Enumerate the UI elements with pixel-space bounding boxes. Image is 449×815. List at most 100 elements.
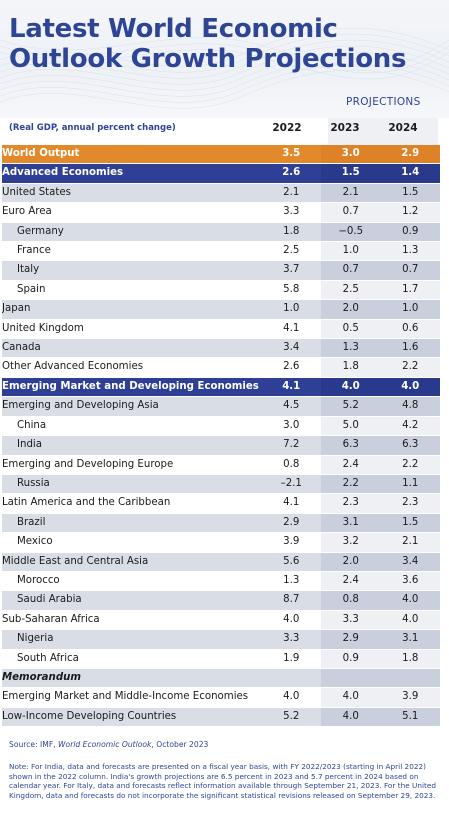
value-2022: 2.5 bbox=[261, 241, 321, 262]
row-name: Italy bbox=[2, 260, 262, 281]
value-2022: 5.2 bbox=[261, 707, 321, 728]
value-2022: 3.7 bbox=[261, 260, 321, 281]
value-2022: 3.0 bbox=[261, 416, 321, 437]
value-2024: 1.3 bbox=[380, 241, 440, 262]
row-name: France bbox=[2, 241, 262, 262]
value-2024: 4.0 bbox=[380, 590, 440, 611]
value-2024: 4.2 bbox=[380, 416, 440, 437]
value-2022: 1.9 bbox=[261, 649, 321, 669]
wave-pattern bbox=[0, 27, 449, 109]
row-name: Germany bbox=[2, 222, 262, 243]
value-2024: 6.3 bbox=[380, 435, 440, 456]
value-2023: 0.8 bbox=[321, 590, 381, 611]
value-2024 bbox=[380, 668, 440, 689]
value-2024: 1.7 bbox=[380, 280, 440, 301]
value-2022 bbox=[261, 668, 321, 689]
projections-header-bg bbox=[328, 118, 438, 146]
value-2022: 3.9 bbox=[261, 532, 321, 553]
value-2022: 0.8 bbox=[261, 455, 321, 475]
value-2024: 1.8 bbox=[380, 649, 440, 669]
value-2024: 1.2 bbox=[380, 202, 440, 223]
value-2024: 1.0 bbox=[380, 299, 440, 320]
value-2022: 3.4 bbox=[261, 338, 321, 359]
value-2024: 1.5 bbox=[380, 183, 440, 204]
table-row: Italy 3.7 0.7 0.7 bbox=[2, 260, 440, 281]
source-prefix: Source: IMF, bbox=[9, 740, 59, 749]
value-2023: 4.0 bbox=[321, 687, 381, 708]
row-name: Canada bbox=[2, 338, 262, 359]
value-2023: 4.0 bbox=[321, 377, 381, 398]
value-2024: 3.6 bbox=[380, 571, 440, 592]
year-2023-header: 2023 bbox=[330, 122, 360, 134]
table-row: Advanced Economies 2.6 1.5 1.4 bbox=[2, 163, 440, 184]
value-2023: 5.2 bbox=[321, 396, 381, 417]
value-2023: 2.1 bbox=[321, 183, 381, 204]
value-2024: 0.9 bbox=[380, 222, 440, 243]
value-2024: 2.9 bbox=[380, 145, 440, 165]
value-2024: 0.6 bbox=[380, 319, 440, 340]
value-2023: 6.3 bbox=[321, 435, 381, 456]
row-name: Sub-Saharan Africa bbox=[2, 610, 262, 631]
table-row: Nigeria 3.3 2.9 3.1 bbox=[2, 629, 440, 650]
value-2024: 4.0 bbox=[380, 377, 440, 398]
value-2022: 7.2 bbox=[261, 435, 321, 456]
row-name: Mexico bbox=[2, 532, 262, 553]
table-row: India 7.2 6.3 6.3 bbox=[2, 435, 440, 456]
row-name: Saudi Arabia bbox=[2, 590, 262, 611]
value-2022: 1.8 bbox=[261, 222, 321, 243]
value-2023: 5.0 bbox=[321, 416, 381, 437]
year-2022-header: 2022 bbox=[272, 122, 302, 134]
value-2023: 3.2 bbox=[321, 532, 381, 553]
value-2023: 2.4 bbox=[321, 571, 381, 592]
value-2022: 5.8 bbox=[261, 280, 321, 301]
row-name: Other Advanced Economies bbox=[2, 357, 262, 378]
value-2023: 0.7 bbox=[321, 202, 381, 223]
value-2023: 2.9 bbox=[321, 629, 381, 650]
table-row: Morocco 1.3 2.4 3.6 bbox=[2, 571, 440, 592]
row-name: South Africa bbox=[2, 649, 262, 669]
table-row: Emerging and Developing Europe 0.8 2.4 2.2 bbox=[2, 455, 440, 475]
title-line-1: Latest World Economic bbox=[9, 14, 338, 44]
table-row: Middle East and Central Asia 5.6 2.0 3.4 bbox=[2, 552, 440, 572]
table-row: Other Advanced Economies 2.6 1.8 2.2 bbox=[2, 357, 440, 378]
value-2024: 4.0 bbox=[380, 610, 440, 631]
row-name: Russia bbox=[2, 474, 262, 495]
value-2024: 2.2 bbox=[380, 455, 440, 475]
value-2023: 0.9 bbox=[321, 649, 381, 669]
value-2022: 2.6 bbox=[261, 357, 321, 378]
value-2023: 0.7 bbox=[321, 260, 381, 281]
value-2022: 8.7 bbox=[261, 590, 321, 611]
value-2022: 2.9 bbox=[261, 513, 321, 534]
source-line: Source: IMF, World Economic Outlook, Oct… bbox=[9, 740, 439, 749]
table-row: United Kingdom 4.1 0.5 0.6 bbox=[2, 319, 440, 340]
table-row: Mexico 3.9 3.2 2.1 bbox=[2, 532, 440, 553]
table-row: Brazil 2.9 3.1 1.5 bbox=[2, 513, 440, 534]
value-2022: 2.1 bbox=[261, 183, 321, 204]
value-2023: 1.8 bbox=[321, 357, 381, 378]
table-row: France 2.5 1.0 1.3 bbox=[2, 241, 440, 262]
year-2024-header: 2024 bbox=[388, 122, 418, 134]
row-name: United States bbox=[2, 183, 262, 204]
value-2022: 4.1 bbox=[261, 493, 321, 514]
value-2023: 2.5 bbox=[321, 280, 381, 301]
value-2024: 2.2 bbox=[380, 357, 440, 378]
value-2023: 2.3 bbox=[321, 493, 381, 514]
value-2024: 2.3 bbox=[380, 493, 440, 514]
row-name: Spain bbox=[2, 280, 262, 301]
row-name: Euro Area bbox=[2, 202, 262, 223]
value-2023: −0.5 bbox=[321, 222, 381, 243]
title-line-2: Outlook Growth Projections bbox=[9, 44, 407, 74]
value-2024: 1.6 bbox=[380, 338, 440, 359]
projections-table: World Output 3.5 3.0 2.9 Advanced Economies 2… bbox=[2, 145, 440, 728]
row-name: Emerging and Developing Asia bbox=[2, 396, 262, 417]
value-2022: 3.5 bbox=[261, 145, 321, 165]
unit-label: (Real GDP, annual percent change) bbox=[9, 123, 176, 133]
table-row: Spain 5.8 2.5 1.7 bbox=[2, 280, 440, 301]
value-2023: 1.0 bbox=[321, 241, 381, 262]
row-name: United Kingdom bbox=[2, 319, 262, 340]
value-2022: 1.0 bbox=[261, 299, 321, 320]
value-2022: 5.6 bbox=[261, 552, 321, 572]
value-2023: 3.3 bbox=[321, 610, 381, 631]
value-2023: 2.4 bbox=[321, 455, 381, 475]
table-row: Russia –2.1 2.2 1.1 bbox=[2, 474, 440, 495]
